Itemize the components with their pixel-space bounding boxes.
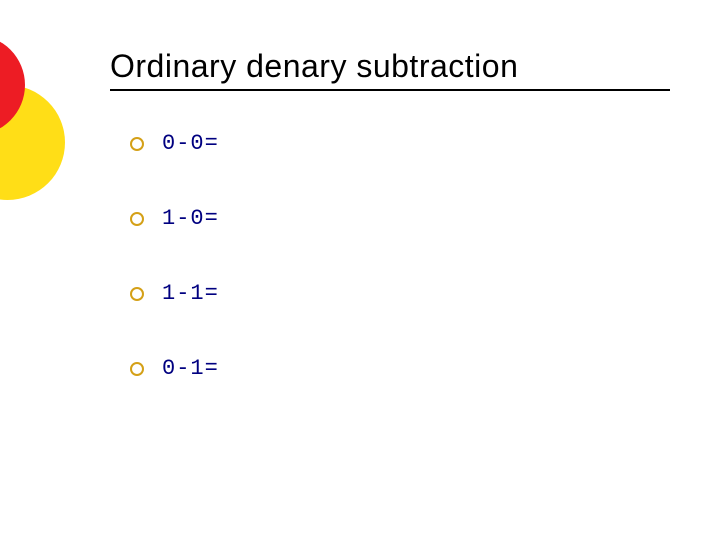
bullet-icon <box>130 212 144 226</box>
slide-title: Ordinary denary subtraction <box>110 48 670 91</box>
bullet-list: 0-0= 1-0= 1-1= 0-1= <box>110 131 670 381</box>
list-item-text: 1-1= <box>162 281 219 306</box>
list-item-text: 0-1= <box>162 356 219 381</box>
list-item-text: 1-0= <box>162 206 219 231</box>
corner-decoration <box>0 30 80 210</box>
slide-content: Ordinary denary subtraction 0-0= 1-0= 1-… <box>110 48 670 431</box>
list-item: 1-0= <box>130 206 670 231</box>
list-item: 0-1= <box>130 356 670 381</box>
bullet-icon <box>130 362 144 376</box>
list-item: 0-0= <box>130 131 670 156</box>
bullet-icon <box>130 137 144 151</box>
list-item: 1-1= <box>130 281 670 306</box>
list-item-text: 0-0= <box>162 131 219 156</box>
bullet-icon <box>130 287 144 301</box>
